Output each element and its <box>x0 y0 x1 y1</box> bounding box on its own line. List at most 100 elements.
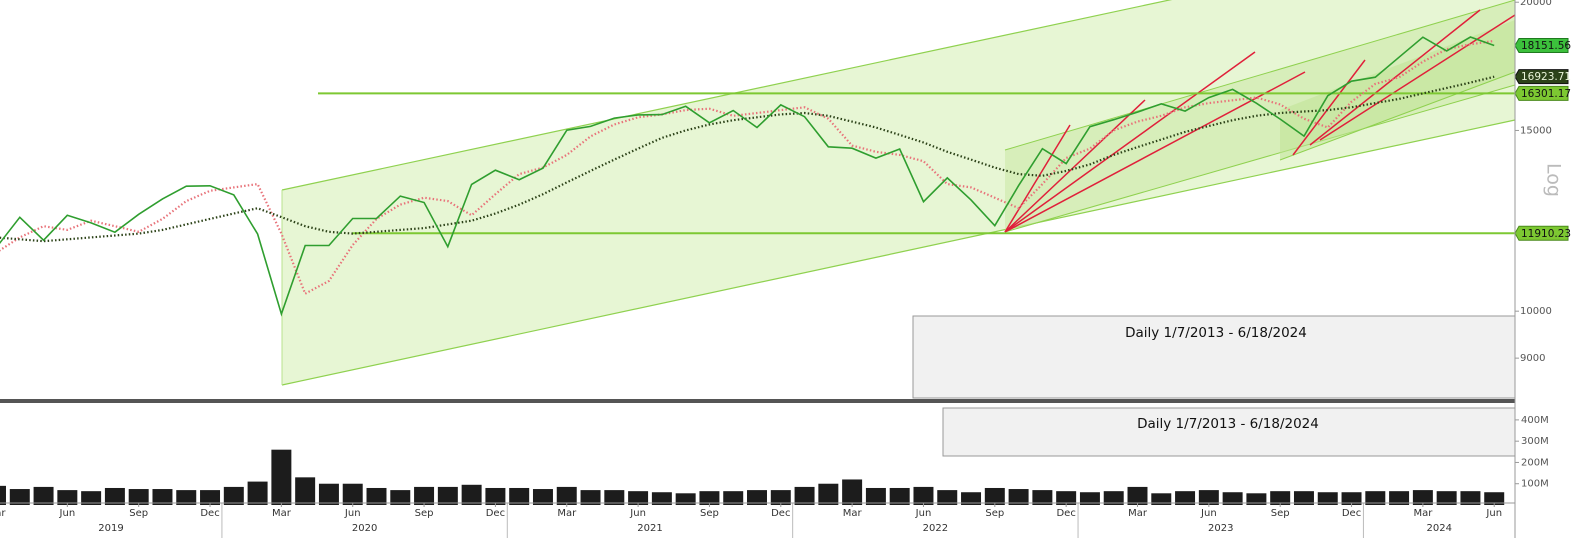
volume-bar <box>104 487 125 505</box>
volume-bar <box>247 481 268 505</box>
volume-bar <box>580 490 601 505</box>
x-tick-label: Sep <box>1271 508 1290 519</box>
volume-bar <box>842 479 863 505</box>
volume-bar <box>342 483 363 505</box>
y-tick-label: 100M <box>1521 479 1549 490</box>
volume-bar <box>865 487 886 505</box>
price-tag-label: 18151.56 <box>1521 40 1571 52</box>
volume-bar <box>271 449 292 505</box>
volume-bar <box>1175 491 1196 505</box>
volume-bar <box>699 491 720 505</box>
trend-line <box>1004 51 1256 233</box>
year-label: 2022 <box>923 523 948 534</box>
volume-bar <box>675 493 696 505</box>
price-line <box>0 36 1495 317</box>
legend-title: Daily 1/7/2013 - 6/18/2024 <box>1125 325 1307 341</box>
x-tick-label: Jun <box>1200 508 1217 519</box>
price-tag-label: 11910.23 <box>1521 228 1571 240</box>
year-label: 2020 <box>352 523 377 534</box>
x-tick-label: Mar <box>843 508 863 519</box>
trend-line <box>1004 124 1071 233</box>
x-tick-label: Dec <box>486 508 505 519</box>
volume-bar <box>889 487 910 505</box>
x-tick-label: Mar <box>1128 508 1148 519</box>
volume-bar <box>1198 490 1219 505</box>
year-label: 2024 <box>1426 523 1451 534</box>
volume-bar <box>723 491 744 505</box>
panel-separator <box>0 399 1515 403</box>
volume-bar <box>913 486 934 505</box>
volume-bar <box>461 484 482 505</box>
x-tick-label: Mar <box>1413 508 1433 519</box>
x-tick-label: Jun <box>344 508 361 519</box>
x-tick-label: Sep <box>985 508 1004 519</box>
volume-bar <box>604 490 625 505</box>
price-tag <box>1514 37 1569 53</box>
x-tick-label: Sep <box>700 508 719 519</box>
x-tick-label: Sep <box>129 508 148 519</box>
channel-line <box>281 0 1173 191</box>
axis-label: Log <box>1543 163 1565 197</box>
price-tag-label: 16301.17 <box>1521 88 1571 100</box>
legend <box>912 315 1516 399</box>
volume-bar <box>1389 491 1410 505</box>
channel-line <box>1279 71 1516 161</box>
volume-bar <box>414 486 435 505</box>
trend-line <box>1319 14 1516 141</box>
x-tick-label: Mar <box>272 508 292 519</box>
trend-lines <box>1004 9 1516 233</box>
volume-bar <box>1103 491 1124 505</box>
volume-bar <box>651 492 672 505</box>
volume-bar <box>485 487 506 505</box>
x-tick-label: Dec <box>1342 508 1361 519</box>
x-tick-label: Sep <box>415 508 434 519</box>
volume-bar <box>984 487 1005 505</box>
price-tag <box>1514 85 1569 101</box>
volume-bar <box>532 489 553 505</box>
volume-bar <box>1293 491 1314 505</box>
volume-bar <box>81 491 102 505</box>
x-tick-label: Dec <box>771 508 790 519</box>
volume-bar <box>1151 493 1172 505</box>
volume-bar <box>318 483 339 505</box>
volume-bar <box>1008 489 1029 505</box>
volume-bar <box>9 489 30 505</box>
volume-bar <box>937 490 958 505</box>
volume-bar <box>1460 491 1481 505</box>
volume-bar <box>556 486 577 505</box>
volume-bar <box>1032 490 1053 505</box>
trend-line <box>1292 59 1366 156</box>
volume-bar <box>176 490 197 505</box>
x-tick-label: Jun <box>629 508 646 519</box>
volume-bar <box>1412 490 1433 505</box>
legend-title: Daily 1/7/2013 - 6/18/2024 <box>1137 416 1319 432</box>
y-tick-label: 300M <box>1521 436 1549 447</box>
x-tick-label: Dec <box>200 508 219 519</box>
volume-bar <box>961 492 982 505</box>
trend-line <box>1309 9 1481 146</box>
y-tick-label: 10000 <box>1520 306 1552 317</box>
volume-bar <box>794 486 815 505</box>
volume-bar <box>1317 492 1338 505</box>
x-tick-label: Jun <box>1485 508 1502 519</box>
volume-bar <box>152 489 173 505</box>
y-tick-label: 15000 <box>1520 125 1552 136</box>
volume-bar <box>1270 491 1291 505</box>
y-tick-label: 9000 <box>1520 353 1545 364</box>
x-tick-label: Mar <box>557 508 577 519</box>
volume-bar <box>770 490 791 505</box>
x-tick-label: Jun <box>59 508 76 519</box>
price-tag-label: 16923.71 <box>1521 71 1571 83</box>
volume-bar <box>818 483 839 505</box>
volume-bar <box>57 490 78 505</box>
price-tag <box>1514 69 1569 85</box>
volume-bar <box>200 490 221 505</box>
volume-bar <box>509 487 530 505</box>
y-tick-label: 200M <box>1521 457 1549 468</box>
volume-bar <box>128 489 149 505</box>
volume-bar <box>1436 491 1457 505</box>
year-label: 2019 <box>98 523 123 534</box>
volume-bar <box>747 490 767 505</box>
y-tick-label: 400M <box>1521 415 1549 426</box>
price-tag <box>1514 225 1569 241</box>
